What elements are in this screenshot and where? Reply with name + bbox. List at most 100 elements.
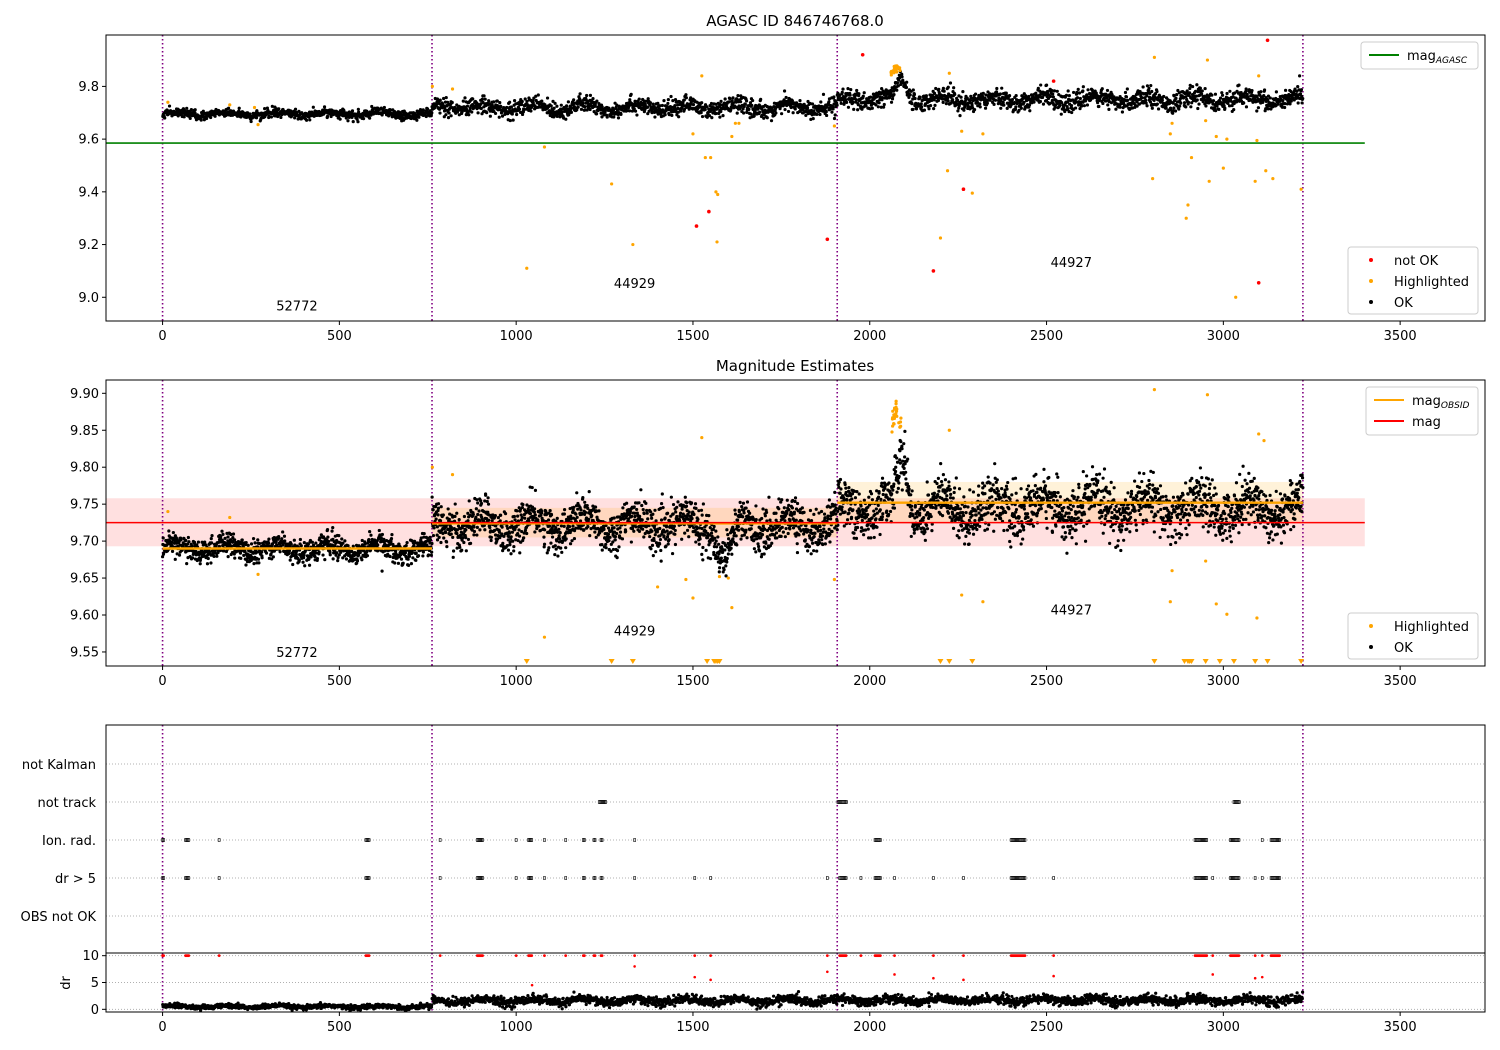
- panel2-ok-point: [517, 528, 521, 532]
- panel1-ok-point: [908, 93, 912, 97]
- panel1-ok-point: [815, 112, 819, 117]
- panel2-ok-point: [281, 530, 285, 534]
- panel2-ok-point: [435, 533, 439, 537]
- panel2-ok-point: [231, 536, 235, 540]
- panel2-ok-point: [552, 530, 557, 534]
- panel1-ok-point: [753, 108, 757, 112]
- panel1-ok-point: [480, 97, 484, 101]
- panel1-ok-point: [612, 115, 616, 119]
- panel2-ok-point: [340, 537, 344, 541]
- panel1-ok-point: [846, 87, 850, 91]
- panel2-ok-point: [251, 551, 255, 555]
- panel2-ok-point: [530, 485, 534, 490]
- panel2-ok-point: [232, 552, 236, 556]
- panel1-ok-point: [449, 114, 453, 118]
- panel1-ok-point: [581, 101, 585, 105]
- panel1-ok-point: [671, 99, 675, 103]
- panel2-ok-point: [377, 528, 381, 533]
- panel2-ok-point: [428, 535, 432, 539]
- panel1-ok-point: [1105, 88, 1110, 93]
- panel2-ok-point: [498, 536, 502, 540]
- panel1-ok-point: [1203, 86, 1207, 91]
- panel2-ok-point: [335, 551, 339, 555]
- panel1-ok-point: [889, 88, 893, 93]
- panel1-ok-point: [1218, 96, 1223, 100]
- panel1-ok-point: [986, 98, 990, 103]
- panel1-ok-point: [1191, 84, 1195, 89]
- panel1-ok-point: [185, 106, 189, 110]
- panel1-ok-point: [656, 101, 660, 105]
- panel1-ok-point: [941, 100, 945, 104]
- panel1-ok-point: [1147, 86, 1151, 91]
- panel2-ok-point: [572, 529, 577, 533]
- panel2-ok-point: [594, 535, 598, 539]
- panel1-ok-point: [1051, 92, 1055, 96]
- panel1-ok-point: [1256, 106, 1261, 110]
- panel2-ok-point: [578, 519, 583, 523]
- panel1-ok-point: [488, 114, 492, 118]
- panel1-highlighted-point: [1189, 155, 1194, 160]
- panel2-ok-point: [466, 537, 471, 542]
- panel1-ok-point: [880, 87, 884, 91]
- panel2-ok-point: [543, 528, 547, 532]
- panel1-ok-point: [905, 80, 909, 84]
- panel1-ok-point: [852, 107, 856, 111]
- panel1-ok-point: [1027, 103, 1032, 107]
- panel1-ok-point: [510, 112, 514, 116]
- panel1-ok-point: [811, 117, 815, 121]
- panel1-highlighted-point: [700, 74, 704, 78]
- panel2-ok-point: [431, 533, 436, 538]
- panel1-ok-point: [956, 98, 960, 102]
- panel1-ok-point: [928, 104, 933, 108]
- panel2-ok-point: [479, 501, 484, 506]
- panel1-ok-point: [934, 86, 938, 91]
- panel1-ok-point: [995, 86, 999, 91]
- panel2-ok-point: [586, 506, 590, 510]
- panel1-ok-point: [213, 114, 217, 118]
- panel2-ok-point: [344, 557, 349, 561]
- panel2-ok-point: [575, 491, 579, 495]
- panel2-ok-point: [367, 540, 371, 544]
- panel1-ok-point: [736, 93, 740, 98]
- panel1-ok-point: [1046, 96, 1051, 101]
- panel1-ok-point: [193, 108, 197, 112]
- panel2-ok-point: [431, 508, 435, 512]
- panel1-ok-point: [700, 114, 705, 119]
- panel1-ok-point: [1043, 92, 1047, 97]
- panel1-ok-point: [1050, 88, 1054, 93]
- panel2-ok-point: [186, 535, 190, 540]
- panel2-ok-point: [220, 529, 224, 533]
- panel2-ok-point: [307, 563, 312, 567]
- panel1-ok-point: [827, 100, 831, 104]
- panel1-xtick-label: 2000: [853, 329, 886, 344]
- panel1-xtick-label: 3000: [1207, 329, 1240, 344]
- panel1-ok-point: [1255, 109, 1259, 113]
- panel2-ok-point: [520, 529, 524, 534]
- panel1-ok-point: [1189, 105, 1193, 109]
- panel1-ok-point: [1144, 98, 1148, 102]
- panel1-ok-point: [895, 88, 899, 92]
- panel1-ok-point: [959, 95, 963, 99]
- panel2-ok-point: [508, 540, 512, 544]
- panel1-ok-point: [855, 88, 859, 93]
- panel1-ok-point: [879, 105, 883, 109]
- panel1-ok-point: [988, 98, 992, 102]
- panel2-ok-point: [444, 530, 448, 535]
- panel1-highlighted-point: [1214, 134, 1218, 139]
- panel1-ok-point: [600, 115, 604, 119]
- panel1-ok-point: [1152, 98, 1156, 102]
- panel1-ok-point: [347, 110, 351, 114]
- panel2-ok-point: [462, 514, 467, 519]
- panel2-ok-point: [597, 531, 602, 535]
- panel1-ok-point: [511, 118, 515, 122]
- panel1-ok-point: [896, 84, 900, 88]
- panel1-ok-point: [1283, 102, 1287, 106]
- panel1-ok-point: [1032, 100, 1036, 104]
- panel2-ok-point: [593, 530, 597, 534]
- panel2-ok-point: [407, 554, 412, 558]
- panel2-ok-point: [175, 552, 179, 556]
- panel1-ok-point: [699, 110, 703, 115]
- panel1-ok-point: [1066, 89, 1070, 93]
- panel1-ok-point: [806, 99, 810, 104]
- panel1-ok-point: [572, 105, 577, 109]
